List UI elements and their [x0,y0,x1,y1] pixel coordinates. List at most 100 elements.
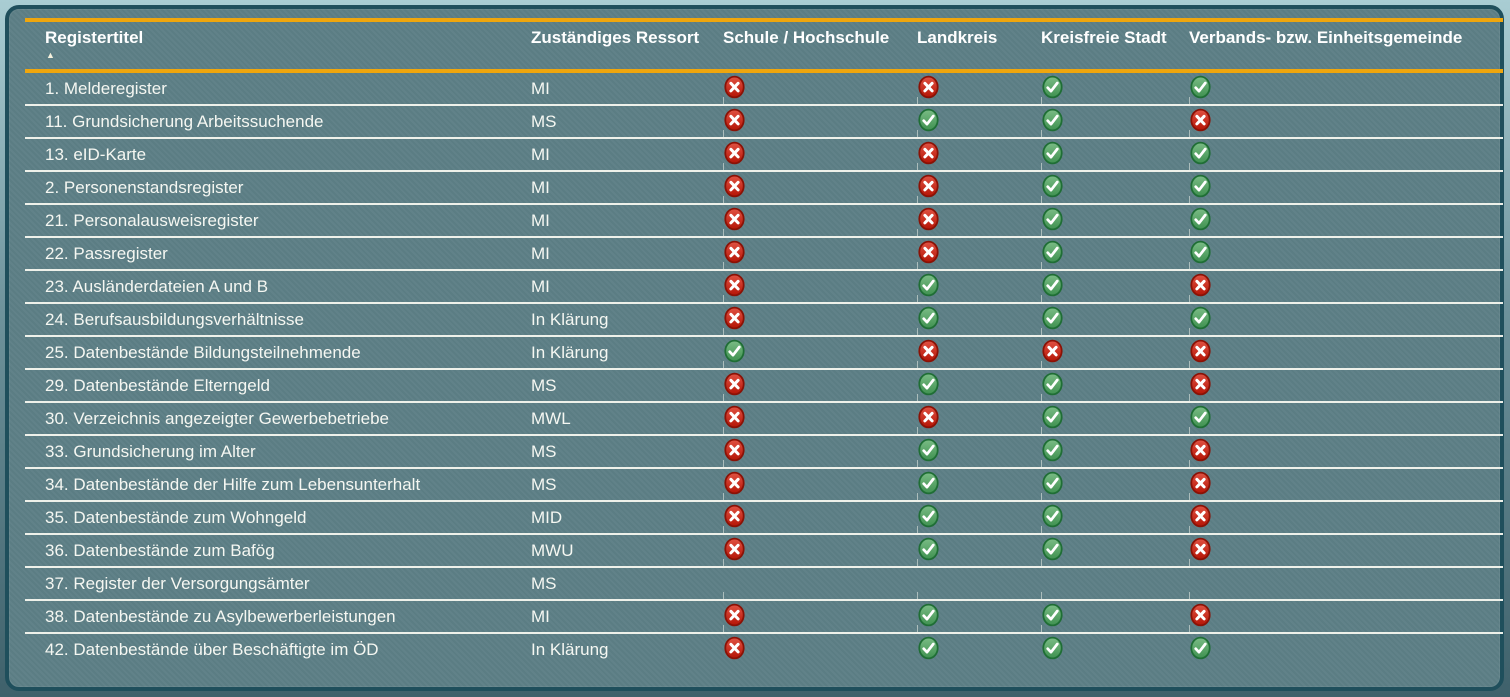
cell-title: 37. Register der Versorgungsämter [25,567,531,601]
check-icon [918,471,939,495]
cell-kreisfreie_stadt [1041,600,1189,634]
cell-schule [723,105,917,139]
check-icon [1190,405,1211,429]
cell-title: 29. Datenbestände Elterngeld [25,369,531,403]
cross-icon [1190,603,1211,627]
cell-landkreis [917,71,1041,106]
cell-kreisfreie_stadt [1041,633,1189,665]
column-header-kreisfreie-stadt[interactable]: Kreisfreie Stadt [1041,18,1189,73]
cell-verbandsgemeinde [1189,138,1503,172]
column-header-label: Kreisfreie Stadt [1041,28,1167,47]
cell-landkreis [917,204,1041,238]
check-icon [1042,273,1063,297]
check-icon [1042,141,1063,165]
check-icon [1190,75,1211,99]
table-row[interactable]: 38. Datenbestände zu Asylbewerberleistun… [25,600,1503,634]
table-row[interactable]: 23. Ausländerdateien A und B MI [25,270,1503,304]
check-icon [918,273,939,297]
cross-icon [724,636,745,660]
cell-landkreis [917,105,1041,139]
cell-landkreis [917,237,1041,271]
sort-ascending-icon: ▲ [46,50,55,60]
table-row[interactable]: 2. Personenstandsregister MI [25,171,1503,205]
cell-verbandsgemeinde [1189,369,1503,403]
column-header-registertitel[interactable]: Registertitel ▲ [25,18,531,73]
check-icon [1042,306,1063,330]
cell-title: 42. Datenbestände über Beschäftigte im Ö… [45,639,379,659]
cell-kreisfreie_stadt [1041,501,1189,535]
cell-verbandsgemeinde [1189,71,1503,106]
table-row[interactable]: 25. Datenbestände Bildungsteilnehmende In… [25,336,1503,370]
table-row[interactable]: 37. Register der Versorgungsämter MS [25,567,1503,601]
table-row[interactable]: 22. Passregister MI [25,237,1503,271]
check-icon [1042,471,1063,495]
cell-schule [723,336,917,370]
cross-icon [724,537,745,561]
cell-kreisfreie_stadt [1041,105,1189,139]
cell-schule [723,600,917,634]
cell-title: 13. eID-Karte [25,138,531,172]
cell-title: 33. Grundsicherung im Alter [25,435,531,469]
column-header-verbandsgemeinde[interactable]: Verbands- bzw. Einheitsgemeinde [1189,18,1503,73]
table-row[interactable]: 36. Datenbestände zum Bafög MWU [25,534,1503,568]
table-row[interactable]: 13. eID-Karte MI [25,138,1503,172]
cell-kreisfreie_stadt [1041,171,1189,205]
table-row[interactable]: 34. Datenbestände der Hilfe zum Lebensun… [25,468,1503,502]
check-icon [918,504,939,528]
table-row[interactable]: 21. Personalausweisregister MI [25,204,1503,238]
cross-icon [918,339,939,363]
cell-verbandsgemeinde [1189,501,1503,535]
cell-title: 22. Passregister [25,237,531,271]
cell-ressort: In Klärung [531,303,723,337]
cross-icon [724,174,745,198]
cross-icon [724,240,745,264]
cell-verbandsgemeinde [1189,534,1503,568]
cell-title: 1. Melderegister [25,71,531,106]
cell-verbandsgemeinde [1189,204,1503,238]
table-row[interactable]: 1. Melderegister MI [25,71,1503,106]
check-icon [918,108,939,132]
cell-kreisfreie_stadt [1041,237,1189,271]
cell-verbandsgemeinde [1189,402,1503,436]
table-row[interactable]: 24. Berufsausbildungsverhältnisse In Klär… [25,303,1503,337]
cell-schule [723,402,917,436]
cross-icon [1190,438,1211,462]
table-row[interactable]: 35. Datenbestände zum Wohngeld MID [25,501,1503,535]
cross-icon [724,306,745,330]
table-row[interactable]: 29. Datenbestände Elterngeld MS [25,369,1503,403]
check-icon [1042,207,1063,231]
cell-kreisfreie_stadt [1041,270,1189,304]
cell-schule [723,204,917,238]
cell-ressort: MI [531,237,723,271]
cross-icon [918,207,939,231]
check-icon [1042,636,1063,660]
cross-icon [724,372,745,396]
cell-title: 36. Datenbestände zum Bafög [25,534,531,568]
table-row[interactable]: 30. Verzeichnis angezeigter Gewerbebetri… [25,402,1503,436]
table-row[interactable]: 42. Datenbestände über Beschäftigte im Ö… [25,633,1503,665]
cell-schule [723,501,917,535]
column-header-landkreis[interactable]: Landkreis [917,18,1041,73]
cell-ressort: In Klärung [531,639,609,659]
cell-title: 38. Datenbestände zu Asylbewerberleistun… [25,600,531,634]
cell-title: 11. Grundsicherung Arbeitssuchende [25,105,531,139]
table-row[interactable]: 33. Grundsicherung im Alter MS [25,435,1503,469]
cross-icon [1190,471,1211,495]
cell-schule [723,468,917,502]
cell-verbandsgemeinde [1189,303,1503,337]
column-header-schule-hochschule[interactable]: Schule / Hochschule [723,18,917,73]
check-icon [1042,75,1063,99]
table-row[interactable]: 11. Grundsicherung Arbeitssuchende MS [25,105,1503,139]
cell-kreisfreie_stadt [1041,138,1189,172]
cell-ressort: MWU [531,534,723,568]
cell-title: 35. Datenbestände zum Wohngeld [25,501,531,535]
cross-icon [918,75,939,99]
cell-ressort: MID [531,501,723,535]
cell-landkreis [917,534,1041,568]
cross-icon [724,438,745,462]
cross-icon [918,174,939,198]
check-icon [1190,306,1211,330]
column-header-label: Schule / Hochschule [723,28,890,47]
cross-icon [724,471,745,495]
column-header-zustaendiges-ressort[interactable]: Zuständiges Ressort [531,18,723,73]
